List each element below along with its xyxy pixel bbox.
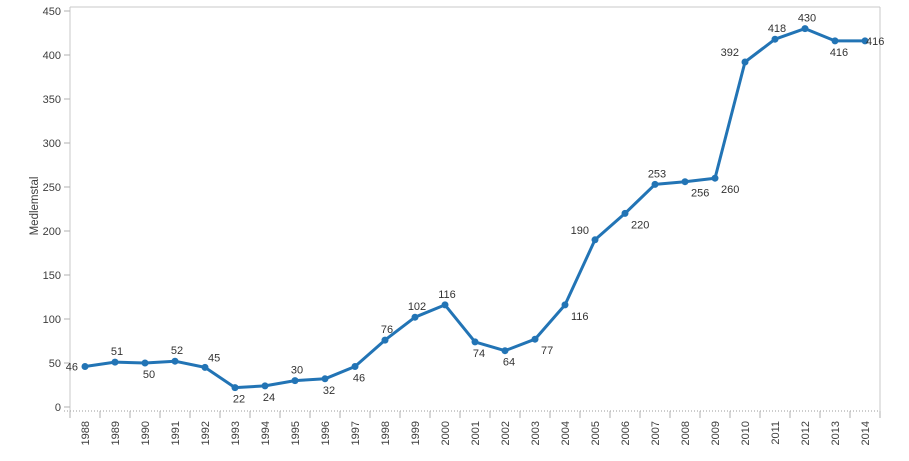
data-point[interactable]	[441, 301, 449, 309]
data-label: 253	[648, 168, 666, 180]
data-point[interactable]	[801, 25, 809, 33]
x-tick-label: 2004	[560, 421, 572, 445]
data-label: 24	[263, 392, 275, 404]
data-label: 190	[571, 225, 589, 237]
y-tick-label: 0	[55, 402, 61, 414]
data-label: 76	[381, 324, 393, 336]
data-label: 416	[866, 36, 884, 48]
data-label: 77	[541, 345, 553, 357]
data-label: 416	[830, 47, 848, 59]
data-point[interactable]	[171, 357, 179, 365]
data-point[interactable]	[621, 209, 629, 217]
data-point[interactable]	[411, 313, 419, 321]
data-point[interactable]	[261, 382, 269, 390]
x-tick-label: 2012	[800, 421, 812, 445]
data-label: 46	[66, 362, 78, 374]
data-point[interactable]	[741, 58, 749, 66]
x-tick-label: 1994	[260, 421, 272, 445]
data-label: 220	[631, 219, 649, 231]
data-label: 116	[571, 311, 589, 323]
data-point[interactable]	[471, 338, 479, 346]
x-tick-label: 2010	[740, 421, 752, 445]
x-tick-label: 2013	[830, 421, 842, 445]
x-tick-label: 1993	[230, 421, 242, 445]
y-tick-label: 300	[43, 138, 61, 150]
x-tick-label: 1989	[110, 421, 122, 445]
data-label: 260	[721, 184, 739, 196]
data-label: 116	[438, 289, 456, 301]
data-point[interactable]	[321, 375, 329, 383]
data-point[interactable]	[861, 37, 869, 45]
data-point[interactable]	[111, 358, 119, 366]
x-tick-label: 1997	[350, 421, 362, 445]
data-label: 45	[208, 352, 220, 364]
data-point[interactable]	[201, 363, 209, 371]
x-tick-label: 2005	[590, 421, 602, 445]
y-tick-label: 50	[49, 358, 61, 370]
series-line	[83, 27, 867, 390]
data-point[interactable]	[681, 178, 689, 186]
y-tick-label: 150	[43, 270, 61, 282]
x-tick-label: 2008	[680, 421, 692, 445]
y-tick-label: 250	[43, 182, 61, 194]
y-axis-title: Medlemstal	[29, 177, 41, 236]
data-point[interactable]	[381, 336, 389, 344]
data-label: 32	[323, 385, 335, 397]
x-tick-label: 2000	[440, 421, 452, 445]
x-tick-label: 1991	[170, 421, 182, 445]
data-point[interactable]	[711, 174, 719, 182]
data-label: 256	[691, 188, 709, 200]
data-label: 64	[503, 357, 515, 369]
data-label: 22	[233, 394, 245, 406]
data-point[interactable]	[291, 377, 299, 385]
data-label: 392	[721, 47, 739, 59]
data-point[interactable]	[501, 347, 509, 355]
data-label: 74	[473, 348, 485, 360]
x-tick-label: 2002	[500, 421, 512, 445]
data-label: 102	[408, 301, 426, 313]
data-point[interactable]	[591, 236, 599, 244]
data-label: 30	[291, 365, 303, 377]
data-point[interactable]	[831, 37, 839, 45]
y-tick-label: 200	[43, 226, 61, 238]
data-point[interactable]	[561, 301, 569, 309]
data-label: 50	[143, 369, 155, 381]
x-tick-label: 2009	[710, 421, 722, 445]
data-point[interactable]	[351, 363, 359, 370]
x-tick-label: 2011	[770, 421, 782, 445]
y-tick-label: 350	[43, 94, 61, 106]
data-labels-layer: 46 51 50 52 45 22 24 30 32 46 76 102 116 74 64 77 116 190…	[66, 13, 885, 406]
x-tick-label: 1996	[320, 421, 332, 445]
y-tick-label: 400	[43, 50, 61, 62]
series-layer	[81, 25, 869, 392]
data-point[interactable]	[651, 180, 659, 188]
data-label: 430	[798, 13, 816, 25]
data-point[interactable]	[81, 363, 89, 370]
x-tick-label: 1998	[380, 421, 392, 445]
data-label: 52	[171, 345, 183, 357]
x-tick-label: 2007	[650, 421, 662, 445]
x-tick-label: 2014	[860, 421, 872, 445]
y-tick-label: 450	[43, 6, 61, 18]
x-tick-label: 1999	[410, 421, 422, 445]
data-point[interactable]	[531, 335, 539, 343]
y-tick-label: 100	[43, 314, 61, 326]
x-tick-label: 1992	[200, 421, 212, 445]
x-tick-label: 2003	[530, 421, 542, 445]
x-tick-label: 2001	[470, 421, 482, 445]
data-point[interactable]	[771, 35, 779, 43]
data-label: 46	[353, 373, 365, 385]
x-tick-label: 2006	[620, 421, 632, 445]
data-label: 51	[111, 346, 123, 358]
x-tick-label: 1995	[290, 421, 302, 445]
data-point[interactable]	[231, 384, 239, 392]
data-point[interactable]	[141, 359, 149, 367]
data-label: 418	[768, 23, 786, 35]
x-tick-label: 1988	[80, 421, 92, 445]
x-tick-label: 1990	[140, 421, 152, 445]
